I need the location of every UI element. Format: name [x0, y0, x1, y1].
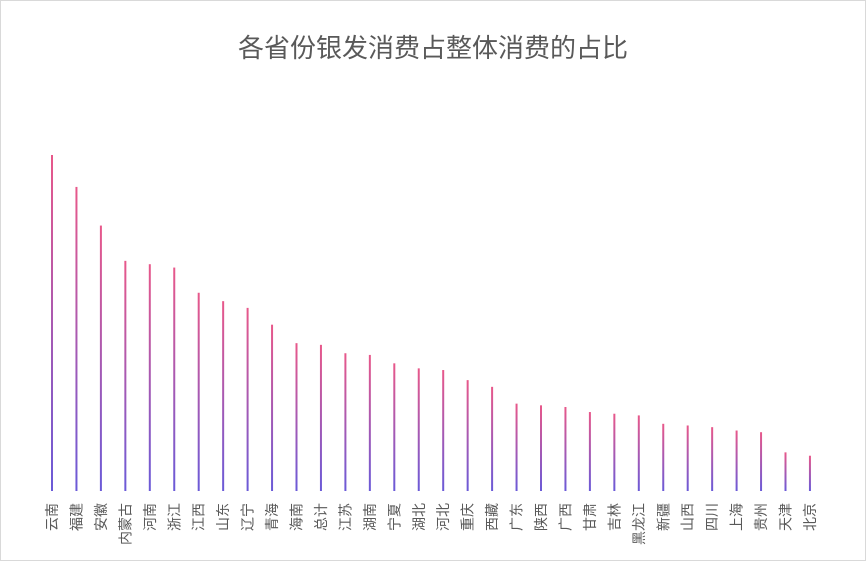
bar: [319, 344, 322, 491]
bar: [515, 403, 518, 491]
x-tick-label: 海南: [290, 503, 306, 531]
bar: [148, 264, 151, 491]
x-tick-label: 山东: [216, 503, 232, 531]
x-tick-label: 广东: [510, 503, 526, 531]
x-tick-label: 天津: [779, 503, 795, 531]
x-tick-label: 河南: [143, 503, 159, 531]
x-tick-label: 西藏: [485, 503, 501, 531]
bar: [686, 425, 689, 491]
x-tick-label: 四川: [705, 503, 721, 531]
bar: [124, 260, 127, 491]
bar: [466, 380, 469, 491]
bar: [564, 407, 567, 491]
bar: [222, 301, 225, 491]
bar: [760, 432, 763, 491]
x-tick-label: 江西: [192, 503, 208, 531]
x-tick-label: 重庆: [461, 503, 477, 531]
bar: [271, 324, 274, 491]
bar: [75, 186, 78, 492]
x-tick-label: 浙江: [167, 503, 183, 531]
bar: [662, 423, 665, 491]
x-tick-label: 宁夏: [386, 503, 403, 531]
bar: [99, 225, 102, 491]
bar: [344, 353, 347, 491]
x-tick-label: 北京: [803, 503, 819, 531]
bar: [246, 307, 249, 491]
x-tick-label: 新疆: [656, 503, 672, 531]
bar: [442, 370, 445, 491]
bar: [393, 363, 396, 491]
bar: [417, 368, 420, 491]
x-tick-label: 吉林: [607, 503, 623, 531]
bar: [540, 405, 542, 491]
bar: [613, 413, 616, 491]
bar: [197, 292, 200, 491]
x-tick-label: 黑龙江: [632, 503, 648, 545]
x-tick-label: 总计: [314, 503, 330, 531]
bar: [368, 354, 371, 491]
bar: [51, 155, 53, 491]
chart-title: 各省份银发消费占整体消费的占比: [237, 34, 628, 64]
x-tick-label: 云南: [45, 503, 61, 531]
category-axis-labels: 云南 福建 安徽 内蒙古 河南 浙江 江西 山东 辽宁 青海 海南 总计 江苏 湖南 宁夏 湖北 河北 重庆 西藏广…: [45, 503, 819, 545]
x-tick-label: 湖北: [412, 503, 428, 531]
x-tick-label: 贵州: [754, 503, 770, 531]
bar: [735, 430, 738, 491]
bar-series: [51, 155, 811, 492]
x-tick-label: 青海: [265, 503, 281, 531]
bar: [588, 412, 591, 491]
x-tick-label: 甘肃: [583, 503, 599, 531]
bar: [173, 267, 176, 491]
x-tick-label: 福建: [69, 503, 85, 531]
x-tick-label: 广西: [558, 503, 574, 531]
bar: [491, 386, 494, 491]
bar: [784, 452, 787, 491]
x-tick-label: 河北: [436, 503, 452, 531]
x-tick-label: 安徽: [94, 503, 110, 531]
x-tick-label: 上海: [730, 503, 746, 531]
bar: [295, 343, 298, 491]
x-tick-label: 辽宁: [240, 503, 257, 531]
bar: [711, 427, 714, 491]
x-tick-label: 内蒙古: [118, 503, 134, 545]
x-tick-label: 陕西: [534, 503, 550, 531]
bar: [808, 455, 811, 491]
x-tick-label: 山西: [681, 503, 697, 531]
x-tick-label: 湖南: [363, 503, 379, 531]
bar: [637, 415, 640, 491]
x-tick-label: 江苏: [338, 503, 354, 531]
